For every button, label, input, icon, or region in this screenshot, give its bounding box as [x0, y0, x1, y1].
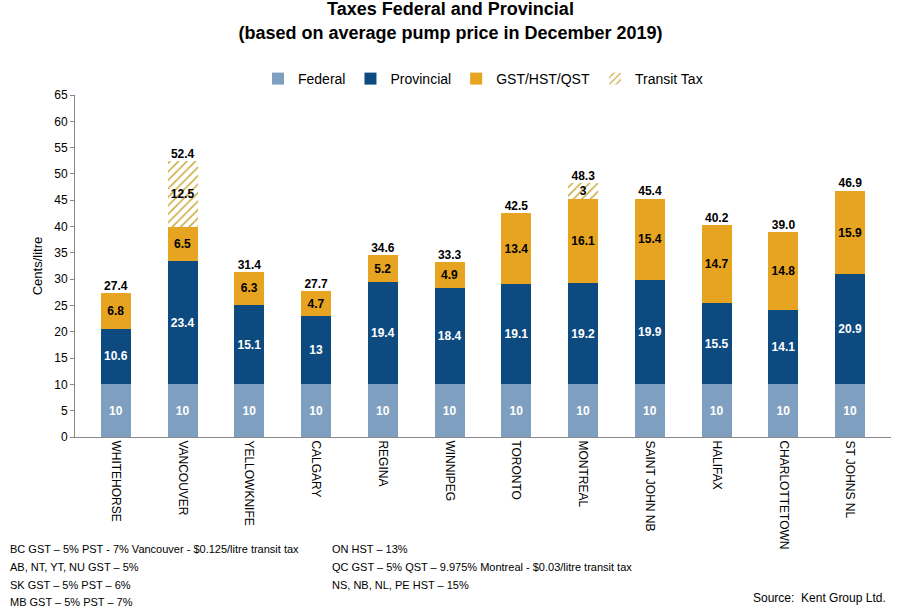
svg-text:48.3: 48.3 [571, 169, 595, 183]
svg-text:HALIFAX: HALIFAX [710, 440, 724, 489]
svg-text:60: 60 [54, 115, 68, 129]
svg-text:MB GST – 5% PST – 7%: MB GST – 5% PST – 7% [10, 596, 133, 608]
svg-text:18.4: 18.4 [438, 329, 462, 343]
svg-text:WINNIPEG: WINNIPEG [443, 440, 457, 501]
svg-text:14.1: 14.1 [772, 340, 796, 354]
svg-text:30: 30 [54, 272, 68, 286]
svg-text:TORONTO: TORONTO [509, 440, 523, 500]
svg-text:20: 20 [54, 325, 68, 339]
svg-text:3: 3 [580, 184, 587, 198]
svg-text:VANCOUVER: VANCOUVER [176, 440, 190, 515]
svg-text:GST/HST/QST: GST/HST/QST [496, 71, 590, 87]
svg-text:42.5: 42.5 [505, 199, 529, 213]
svg-text:35: 35 [54, 246, 68, 260]
svg-text:27.7: 27.7 [304, 277, 328, 291]
svg-text:YELLOWKNIFE: YELLOWKNIFE [242, 440, 256, 525]
svg-text:10: 10 [54, 378, 68, 392]
svg-text:ST JOHNS NL: ST JOHNS NL [843, 440, 857, 518]
svg-text:34.6: 34.6 [371, 241, 395, 255]
svg-text:10: 10 [376, 404, 390, 418]
svg-text:19.4: 19.4 [371, 326, 395, 340]
svg-text:19.9: 19.9 [638, 325, 662, 339]
svg-text:MONTREAL: MONTREAL [576, 440, 590, 507]
svg-text:10: 10 [309, 404, 323, 418]
svg-text:45.4: 45.4 [638, 184, 662, 198]
svg-text:CHARLOTTETOWN: CHARLOTTETOWN [777, 440, 791, 549]
svg-text:10: 10 [176, 404, 190, 418]
svg-text:SK GST – 5% PST – 6%: SK GST – 5% PST – 6% [10, 579, 131, 591]
svg-text:10.6: 10.6 [104, 349, 128, 363]
svg-text:10: 10 [777, 404, 791, 418]
svg-text:31.4: 31.4 [238, 258, 262, 272]
svg-text:25: 25 [54, 299, 68, 313]
svg-text:13: 13 [309, 343, 323, 357]
svg-text:15.9: 15.9 [838, 226, 862, 240]
svg-text:Taxes Federal and Provincial(b: Taxes Federal and Provincial(based on av… [238, 0, 662, 43]
svg-text:10: 10 [510, 404, 524, 418]
svg-text:13.4: 13.4 [505, 242, 529, 256]
svg-text:10: 10 [710, 404, 724, 418]
svg-text:14.8: 14.8 [772, 264, 796, 278]
svg-text:10: 10 [242, 404, 256, 418]
svg-text:REGINA: REGINA [376, 440, 390, 486]
svg-text:40: 40 [54, 220, 68, 234]
svg-text:6.5: 6.5 [174, 237, 191, 251]
svg-text:NS, NB, NL, PE HST – 15%: NS, NB, NL, PE HST – 15% [332, 579, 469, 591]
svg-text:10: 10 [109, 404, 123, 418]
svg-text:10: 10 [443, 404, 457, 418]
svg-text:CALGARY: CALGARY [309, 440, 323, 497]
svg-text:BC GST – 5% PST - 7% Vancouver: BC GST – 5% PST - 7% Vancouver - $0.125/… [10, 543, 299, 555]
svg-text:ON HST – 13%: ON HST – 13% [332, 543, 408, 555]
svg-text:15.1: 15.1 [237, 338, 261, 352]
svg-text:55: 55 [54, 141, 68, 155]
svg-text:12.5: 12.5 [171, 187, 195, 201]
svg-text:20.9: 20.9 [838, 322, 862, 336]
svg-text:50: 50 [54, 167, 68, 181]
svg-text:39.0: 39.0 [772, 218, 796, 232]
svg-text:WHITEHORSE: WHITEHORSE [109, 440, 123, 521]
svg-text:Federal: Federal [298, 71, 345, 87]
svg-text:10: 10 [643, 404, 657, 418]
svg-text:15.4: 15.4 [638, 232, 662, 246]
svg-text:15.5: 15.5 [705, 337, 729, 351]
svg-text:16.1: 16.1 [571, 234, 595, 248]
svg-text:Provincial: Provincial [390, 71, 451, 87]
svg-text:10: 10 [576, 404, 590, 418]
svg-text:46.9: 46.9 [839, 176, 863, 190]
svg-text:6.8: 6.8 [107, 304, 124, 318]
svg-text:SAINT JOHN NB: SAINT JOHN NB [643, 440, 657, 531]
svg-text:5.2: 5.2 [374, 262, 391, 276]
svg-text:14.7: 14.7 [705, 257, 729, 271]
svg-text:40.2: 40.2 [705, 211, 729, 225]
svg-text:19.1: 19.1 [505, 327, 529, 341]
svg-text:65: 65 [54, 88, 68, 102]
svg-text:23.4: 23.4 [171, 316, 195, 330]
svg-text:15: 15 [54, 351, 68, 365]
svg-text:52.4: 52.4 [171, 147, 195, 161]
svg-text:33.3: 33.3 [438, 248, 462, 262]
svg-text:4.7: 4.7 [308, 297, 325, 311]
svg-text:45: 45 [54, 193, 68, 207]
svg-text:Cents/litre: Cents/litre [30, 237, 45, 296]
svg-text:4.9: 4.9 [441, 268, 458, 282]
svg-text:5: 5 [61, 404, 68, 418]
svg-text:27.4: 27.4 [104, 279, 128, 293]
svg-text:QC GST – 5% QST – 9.975% Montr: QC GST – 5% QST – 9.975% Montreal - $0.0… [332, 561, 632, 573]
svg-text:Transit Tax: Transit Tax [635, 71, 703, 87]
svg-text:0: 0 [61, 430, 68, 444]
svg-text:6.3: 6.3 [241, 281, 258, 295]
svg-text:Source: Kent Group Ltd.: Source: Kent Group Ltd. [753, 591, 886, 605]
svg-text:10: 10 [843, 404, 857, 418]
svg-text:AB, NT, YT, NU GST – 5%: AB, NT, YT, NU GST – 5% [10, 561, 139, 573]
svg-text:19.2: 19.2 [571, 327, 595, 341]
